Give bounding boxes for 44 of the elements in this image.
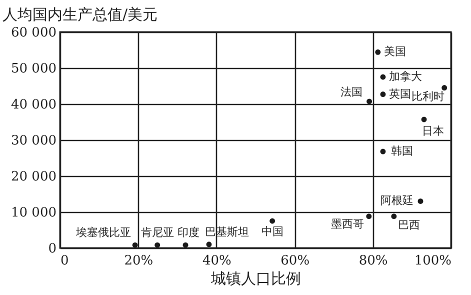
annotation: 阿根廷: [380, 194, 414, 208]
x-tick-label: 80%: [358, 254, 388, 268]
annotation: 墨西哥: [330, 217, 364, 230]
y-tick-label: 20 000: [11, 170, 56, 184]
annotation: 韩国: [390, 144, 413, 158]
point: [270, 218, 276, 224]
point: [154, 242, 160, 248]
x-tick-label: 20%: [124, 254, 154, 268]
point: [421, 116, 427, 122]
x-tick-label: 100%: [414, 254, 452, 268]
point: [182, 242, 188, 248]
point: [206, 242, 212, 248]
point: [375, 49, 381, 55]
annotation: 比利时: [411, 90, 444, 103]
annotation: 美国: [384, 45, 406, 58]
annotation: 印度: [178, 226, 200, 240]
annotation: 日本: [422, 124, 444, 138]
x-axis-title: 城镇人口比例: [210, 270, 301, 288]
point: [391, 214, 397, 220]
y-tick-label: 30 000: [11, 134, 56, 148]
y-tick-label: 40 000: [11, 98, 56, 112]
annotation: 英国: [388, 87, 411, 100]
y-axis-title: 人均国内生产总值/美元: [2, 6, 158, 24]
y-tick-label: 60 000: [11, 26, 56, 40]
annotation: 中国: [261, 225, 284, 238]
annotation: 加拿大: [388, 70, 422, 83]
point: [366, 214, 372, 220]
point: [442, 85, 448, 91]
annotation: 肯尼亚: [140, 226, 174, 240]
annotation: 埃塞俄比亚: [75, 226, 132, 240]
point: [418, 198, 424, 204]
y-tick-label: 10 000: [11, 206, 56, 220]
annotation: 法国: [340, 85, 362, 98]
y-tick-label: 50 000: [11, 62, 56, 76]
annotation: 巴西: [398, 218, 420, 232]
point: [132, 242, 138, 248]
y-tick-label: 0: [48, 242, 56, 256]
point: [380, 148, 386, 154]
point: [380, 74, 386, 80]
x-tick-label: 60%: [280, 254, 310, 268]
point: [366, 98, 372, 104]
x-tick-label: 40%: [202, 254, 232, 268]
x-tick-label: 0: [60, 254, 69, 268]
point: [380, 92, 386, 98]
